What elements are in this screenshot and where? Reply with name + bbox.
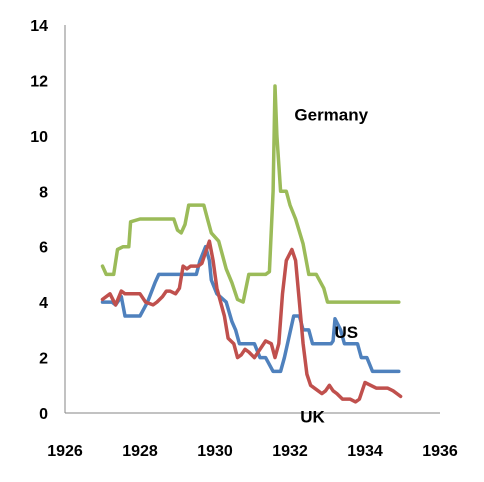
y-tick-label: 2: [39, 351, 48, 368]
series-line-uk: [100, 239, 403, 404]
series-label-uk: UK: [300, 408, 325, 427]
y-tick-label: 4: [39, 295, 48, 312]
series-line-us: [100, 244, 401, 374]
x-tick-label: 1934: [347, 443, 383, 460]
y-tick-label: 14: [30, 18, 48, 35]
y-tick-label: 8: [39, 184, 48, 201]
y-tick-label: 6: [39, 240, 48, 257]
x-tick-label: 1936: [422, 443, 458, 460]
y-tick-labels: 0 2 4 6 8 10 12 14: [30, 18, 48, 423]
series-line-germany: [100, 84, 401, 304]
x-tick-label: 1930: [197, 443, 233, 460]
x-tick-label: 1928: [122, 443, 158, 460]
x-tick-label: 1926: [47, 443, 83, 460]
x-tick-labels: 1926 1928 1930 1932 1934 1936: [47, 443, 458, 460]
series-label-us: US: [334, 323, 358, 342]
series-label-germany: Germany: [294, 106, 368, 125]
y-tick-label: 12: [30, 73, 48, 90]
series-lines: [100, 84, 403, 404]
y-tick-label: 0: [39, 406, 48, 423]
y-tick-label: 10: [30, 129, 48, 146]
series-annotations: Germany US UK: [294, 106, 368, 427]
x-tick-label: 1932: [272, 443, 308, 460]
